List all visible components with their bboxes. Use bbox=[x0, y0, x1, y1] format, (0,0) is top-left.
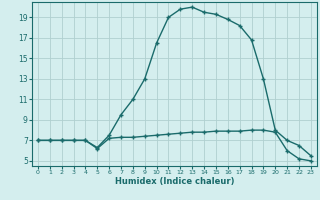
X-axis label: Humidex (Indice chaleur): Humidex (Indice chaleur) bbox=[115, 177, 234, 186]
